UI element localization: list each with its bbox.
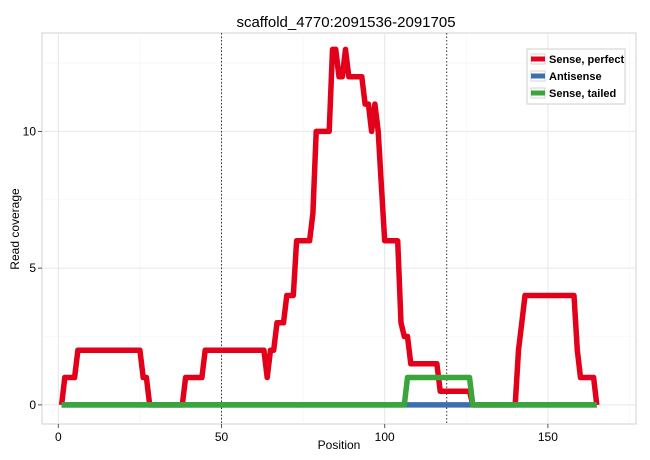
legend: Sense, perfect Antisense Sense, tailed — [526, 48, 626, 105]
y-axis-label: Read coverage — [8, 188, 22, 270]
legend-label-antisense: Antisense — [549, 71, 602, 83]
legend-label-sense-tailed: Sense, tailed — [549, 88, 616, 100]
y-tick-label: 10 — [23, 124, 37, 138]
y-tick-label: 5 — [29, 261, 36, 275]
y-tick-label: 0 — [29, 398, 36, 412]
series-lines — [58, 46, 600, 408]
x-tick-label: 0 — [55, 430, 62, 444]
x-axis: 0 50 100 150 — [55, 424, 558, 444]
chart-title: scaffold_4770:2091536-2091705 — [236, 14, 455, 31]
x-axis-label: Position — [318, 438, 361, 452]
reference-lines — [221, 33, 448, 424]
legend-label-sense-perfect: Sense, perfect — [549, 54, 625, 66]
x-tick-label: 50 — [215, 430, 229, 444]
series-line-sense-tailed — [61, 374, 597, 408]
x-tick-label: 150 — [538, 430, 558, 444]
x-tick-label: 100 — [375, 430, 395, 444]
y-axis: 0 5 10 — [23, 124, 42, 412]
